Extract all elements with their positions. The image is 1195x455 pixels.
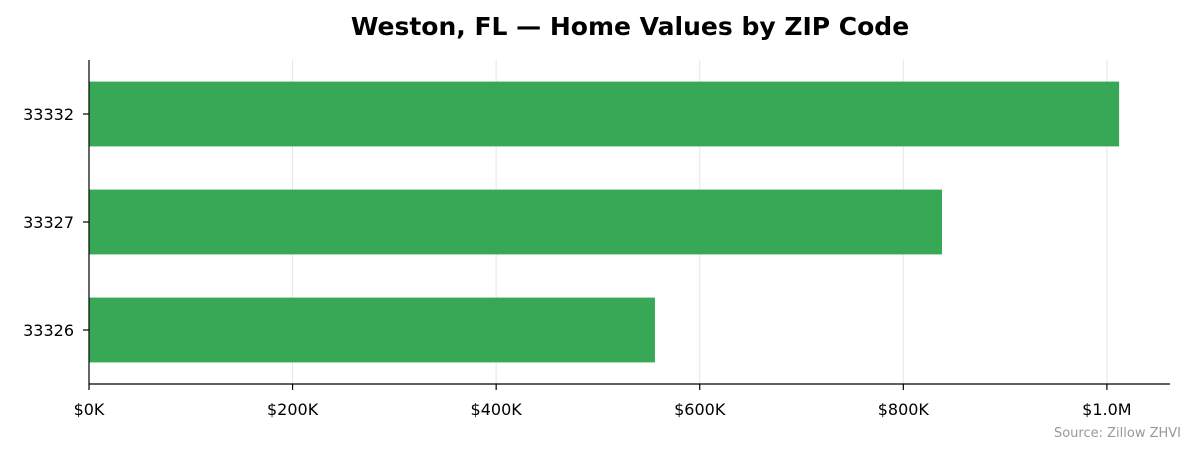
source-note: Source: Zillow ZHVI	[1054, 426, 1181, 441]
x-tick-label: $400K	[471, 400, 523, 419]
x-tick-label: $1.0M	[1082, 400, 1131, 419]
bars	[89, 81, 1120, 363]
bar-33326	[89, 297, 655, 363]
bar-33327	[89, 189, 942, 255]
y-tick-label: 33332	[23, 105, 74, 124]
x-tick-label: $200K	[267, 400, 319, 419]
y-tick-label: 33326	[23, 321, 74, 340]
ticks: $0K $200K $400K $600K $800K $1.0M 33332 33327 33…	[23, 105, 1132, 419]
chart-title: Weston, FL — Home Values by ZIP Code	[351, 12, 909, 41]
x-tick-label: $800K	[878, 400, 930, 419]
bar-33332	[89, 81, 1120, 147]
x-tick-label: $600K	[674, 400, 726, 419]
x-tick-label: $0K	[74, 400, 105, 419]
y-tick-label: 33327	[23, 213, 74, 232]
